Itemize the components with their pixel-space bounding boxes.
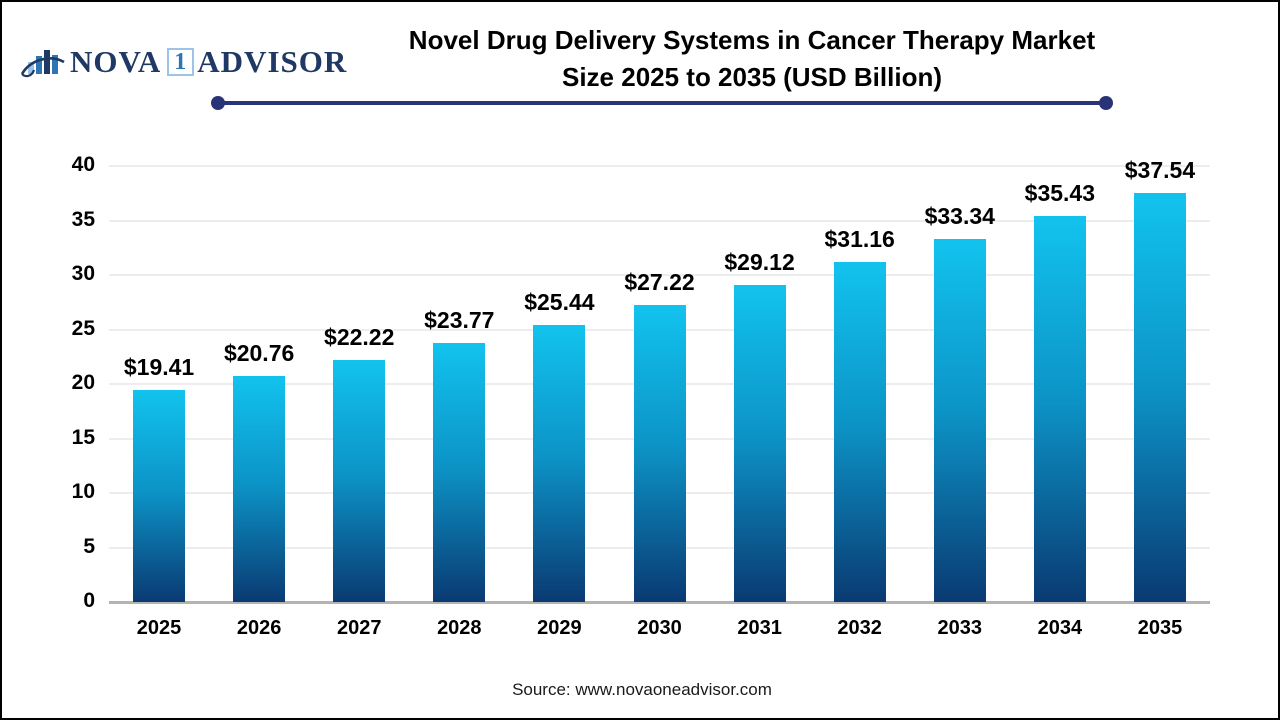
x-tick-label-2026: 2026: [236, 617, 282, 639]
bar-value-label-2032: $31.16: [824, 226, 895, 253]
bar-value-label-2031: $29.12: [724, 248, 795, 275]
x-tick-label-2025: 2025: [136, 617, 182, 639]
gridline-y-35: [109, 219, 1210, 222]
bar-value-label-2033: $33.34: [924, 202, 995, 229]
bar-2028: [433, 342, 486, 602]
y-tick-label-10: 10: [71, 480, 95, 503]
underline-right-dot-icon: [1099, 96, 1113, 110]
x-tick-label-2031: 2031: [737, 617, 782, 639]
source-text: Source: www.novaoneadvisor.com: [512, 680, 772, 699]
bar-2031: [733, 284, 786, 602]
bar-2025: [133, 390, 186, 602]
bar-value-label-2035: $37.54: [1124, 156, 1196, 183]
logo-text: NOVA 1 ADVISOR: [70, 44, 347, 80]
y-tick-label-5: 5: [83, 534, 95, 558]
bar-chart-plot-area: 0 5 10 15 20 25 30 35 40 $19.41 2025 $20.76 2026 $22.…: [72, 153, 1210, 639]
chart-title-line1: Novel Drug Delivery Systems in Cancer Th…: [408, 25, 1096, 55]
bar-2032: [833, 262, 886, 602]
title-underline: [211, 96, 1113, 110]
bar-value-label-2034: $35.43: [1024, 179, 1096, 206]
bar-2033: [933, 238, 986, 602]
bar-2027: [333, 359, 386, 602]
x-tick-label-2034: 2034: [1037, 617, 1083, 639]
bar-value-label-2026: $20.76: [223, 339, 295, 366]
logo-one-badge: 1: [167, 48, 195, 76]
logo-text-advisor: ADVISOR: [197, 44, 348, 79]
bar-value-label-2030: $27.22: [624, 269, 695, 296]
y-tick-label-40: 40: [71, 153, 95, 176]
y-tick-label-15: 15: [71, 425, 95, 449]
bar-2029: [533, 324, 586, 602]
bar-2035: [1133, 192, 1186, 602]
bar-value-label-2029: $25.44: [524, 288, 595, 315]
bar-2026: [233, 375, 286, 602]
x-tick-label-2032: 2032: [837, 617, 882, 639]
x-tick-label-2027: 2027: [336, 617, 382, 639]
y-tick-label-20: 20: [71, 371, 95, 394]
underline-left-dot-icon: [211, 96, 225, 110]
x-tick-label-2029: 2029: [537, 617, 582, 639]
x-tick-label-2028: 2028: [437, 617, 482, 639]
y-tick-label-35: 35: [71, 207, 95, 231]
bar-2034: [1033, 215, 1086, 602]
y-tick-label-25: 25: [71, 316, 95, 340]
chart-title: Novel Drug Delivery Systems in Cancer Th…: [302, 22, 1202, 96]
gridline-y-40: [109, 165, 1210, 167]
novaone-advisor-logo: NOVA 1 ADVISOR: [20, 40, 347, 84]
x-tick-label-2030: 2030: [637, 617, 682, 639]
logo-text-nova: NOVA: [70, 44, 162, 79]
y-tick-label-30: 30: [71, 262, 95, 285]
bar-chart-swoosh-icon: [20, 50, 65, 78]
x-axis-line: [109, 601, 1210, 604]
x-tick-label-2035: 2035: [1137, 617, 1183, 639]
x-tick-label-2033: 2033: [937, 617, 983, 639]
bar-value-label-2028: $23.77: [424, 306, 495, 333]
bar-value-label-2027: $22.22: [324, 323, 395, 350]
gridline-y-30: [109, 274, 1210, 276]
bar-value-label-2025: $19.41: [123, 354, 195, 381]
chart-title-line2: Size 2025 to 2035 (USD Billion): [561, 62, 942, 92]
y-tick-label-0: 0: [83, 589, 95, 612]
bar-2030: [633, 305, 686, 602]
